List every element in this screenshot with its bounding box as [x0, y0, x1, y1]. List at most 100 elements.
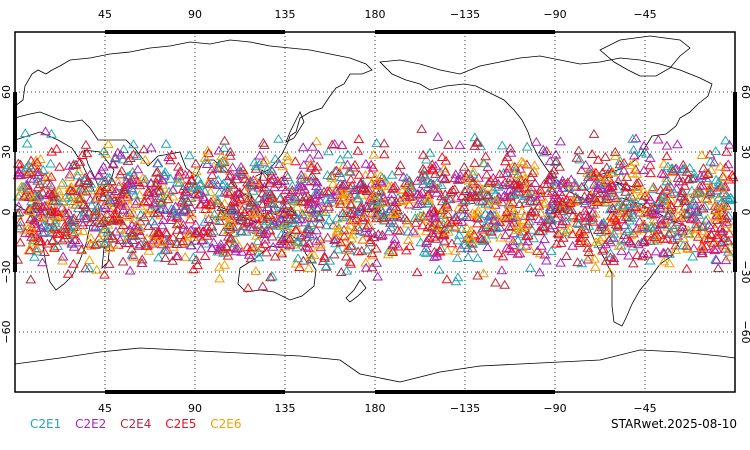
observation-marker [376, 177, 388, 187]
observation-marker [328, 249, 340, 259]
observation-marker [699, 193, 711, 202]
observation-marker [416, 172, 428, 182]
observation-marker [102, 139, 114, 149]
observation-marker [620, 233, 632, 243]
observation-marker [563, 204, 575, 214]
observation-marker [711, 185, 723, 195]
observation-marker [322, 232, 334, 242]
observation-marker [407, 194, 418, 204]
observation-marker [456, 216, 468, 226]
observation-marker [252, 219, 264, 229]
observation-marker [474, 196, 486, 206]
observation-marker [296, 196, 308, 206]
observation-marker [672, 211, 684, 221]
observation-marker [96, 165, 107, 175]
observation-marker [573, 145, 585, 155]
observation-marker [364, 237, 376, 247]
observation-marker [339, 179, 350, 189]
observation-marker [91, 264, 103, 274]
observation-marker [266, 198, 278, 208]
observation-marker [205, 196, 217, 206]
observation-marker [708, 235, 720, 245]
observation-marker [449, 184, 461, 194]
observation-marker [171, 177, 183, 187]
observation-marker [18, 191, 30, 201]
observation-marker [710, 146, 722, 155]
coast-japan [285, 111, 305, 143]
observation-marker [721, 218, 733, 228]
observation-marker [418, 246, 430, 256]
observation-marker [514, 248, 526, 258]
observation-marker [102, 197, 113, 206]
observation-marker [449, 222, 461, 232]
observation-marker [652, 134, 664, 144]
observation-marker [714, 161, 726, 171]
observation-marker [556, 178, 567, 188]
observation-marker [627, 200, 639, 210]
observation-marker [586, 149, 598, 158]
observation-marker [25, 214, 36, 224]
observation-marker [84, 169, 96, 179]
observation-marker [68, 227, 80, 237]
observation-marker [605, 248, 616, 258]
observation-marker [402, 235, 414, 244]
observation-marker [286, 185, 298, 194]
observation-marker [708, 244, 720, 253]
observation-marker [235, 225, 247, 235]
observation-marker [67, 160, 79, 170]
observation-marker [441, 193, 452, 203]
observation-marker [28, 215, 40, 225]
observation-marker [552, 208, 564, 218]
observation-marker [713, 176, 725, 186]
observation-marker [509, 169, 520, 179]
observation-marker [146, 216, 158, 226]
observation-marker [353, 134, 365, 143]
observation-marker [497, 180, 509, 190]
observation-marker [98, 215, 109, 225]
observation-marker [173, 218, 184, 227]
observation-marker [726, 194, 738, 203]
observation-marker [616, 214, 628, 224]
observation-marker [32, 170, 44, 180]
observation-marker [345, 193, 356, 203]
observation-marker [600, 151, 611, 161]
observation-marker [642, 249, 654, 259]
observation-marker [278, 209, 290, 219]
observation-marker [206, 242, 218, 252]
observation-marker [723, 174, 735, 184]
observation-marker [342, 159, 353, 169]
observation-marker [205, 200, 216, 210]
observation-marker [366, 200, 378, 210]
observation-marker [426, 163, 438, 173]
observation-marker [142, 186, 154, 196]
observation-marker [630, 198, 642, 208]
observation-marker [662, 181, 674, 191]
observation-marker [264, 209, 275, 219]
observation-marker [582, 212, 594, 222]
observation-marker [421, 154, 432, 164]
observation-marker [436, 152, 448, 161]
observation-marker [515, 163, 526, 173]
observation-marker [163, 235, 175, 245]
observation-marker [364, 235, 376, 244]
observation-marker [171, 219, 183, 229]
observation-marker [715, 223, 726, 233]
observation-marker [501, 192, 512, 202]
observation-marker [302, 191, 314, 201]
observation-marker [218, 142, 230, 152]
observation-marker [134, 189, 146, 199]
observation-marker [571, 217, 583, 227]
observation-marker [410, 217, 422, 227]
observation-marker [429, 213, 441, 223]
observation-marker [190, 191, 202, 201]
observation-marker [407, 226, 419, 236]
observation-marker [221, 181, 233, 191]
observation-marker [46, 171, 57, 181]
observation-marker [295, 185, 307, 195]
observation-marker [327, 178, 339, 188]
lat-tick-label: −60 [739, 320, 750, 343]
observation-marker [290, 258, 302, 268]
observation-marker [417, 220, 428, 230]
observation-marker [477, 187, 489, 197]
observation-marker [297, 142, 309, 152]
